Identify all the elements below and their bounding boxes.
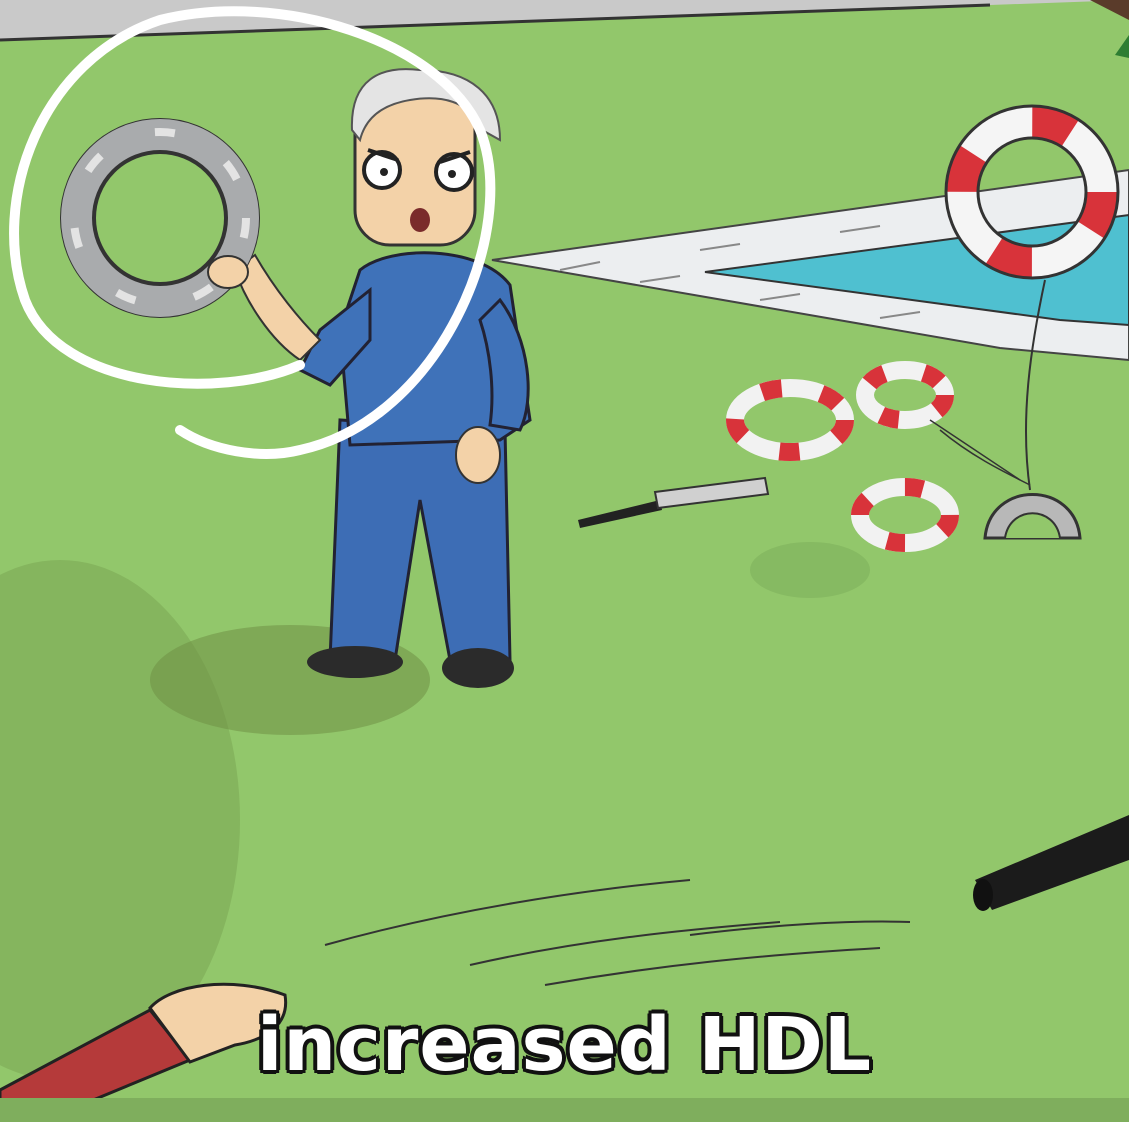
lifebuoy-icon [944, 104, 1120, 280]
trap-shadow [750, 542, 870, 598]
knife-icon [578, 476, 770, 528]
left-hand [207, 255, 249, 289]
deck-tile-lines [559, 225, 921, 319]
subtitle-caption: increased HDL [256, 1002, 872, 1088]
lifebuoy-rope [1024, 279, 1046, 491]
old-man-figure-icon [233, 68, 532, 688]
pointing-arm-icon [0, 982, 288, 1122]
rope-strands [929, 419, 1031, 486]
shredded-lifebuoy-icon [726, 361, 959, 552]
annotation-circle [9, 6, 496, 459]
motion-lines [324, 879, 911, 986]
metal-ring-icon [60, 118, 260, 318]
dark-corner [1090, 0, 1129, 20]
bear-trap-icon [983, 493, 1082, 540]
bottom-strip [0, 1098, 1129, 1122]
black-pole-icon [973, 815, 1129, 911]
green-leaf [1115, 35, 1129, 58]
